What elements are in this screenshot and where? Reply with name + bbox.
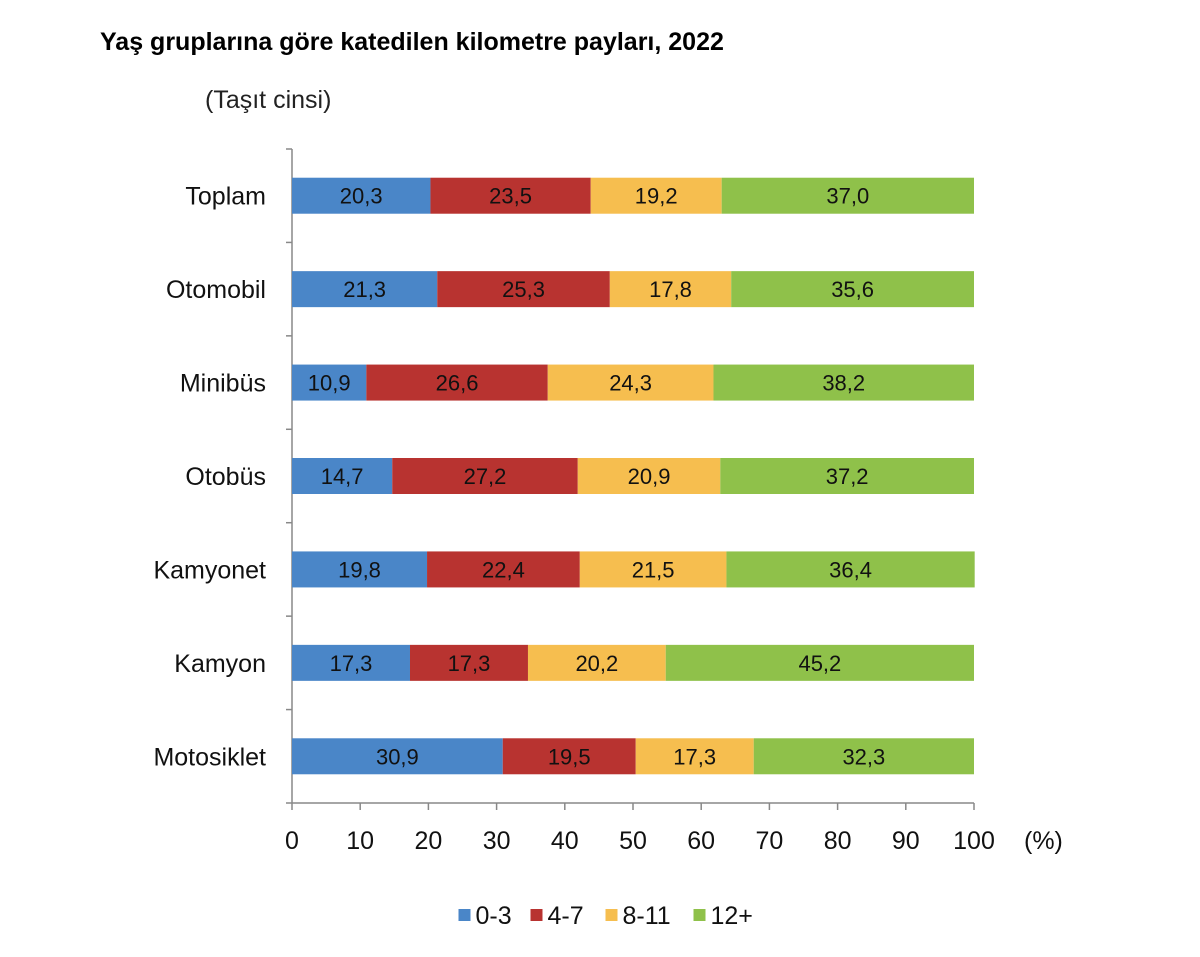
legend: 0-3 4-7 8-11 12+ (458, 902, 753, 930)
bar-kamyon-0-3 (292, 644, 410, 681)
bar-otobus-8-11 (577, 458, 721, 494)
bar-motosiklet-8-11 (635, 738, 754, 775)
category-label-minibus: Minibüs (180, 370, 266, 398)
data-label-otomobil-4-7: 25,3 (502, 277, 545, 302)
category-label-kamyon: Kamyon (174, 650, 266, 678)
x-axis-unit: (%) (1024, 827, 1063, 855)
bar-otomobil-8-11 (609, 271, 732, 308)
legend-label-0-3: 0-3 (476, 902, 512, 930)
x-tick-label: 50 (619, 827, 647, 855)
bars (292, 177, 975, 775)
data-label-motosiklet-8-11: 17,3 (673, 744, 716, 769)
bar-kamyonet-8-11 (579, 551, 727, 588)
x-tick-label: 60 (687, 827, 715, 855)
chart-title: Yaş gruplarına göre katedilen kilometre … (100, 28, 724, 56)
bar-otomobil-4-7 (437, 271, 610, 308)
axes: 0 10 20 30 40 50 60 70 80 90 100 (%) (285, 148, 1063, 855)
bar-toplam-8-11 (590, 177, 722, 214)
bar-motosiklet-12plus (753, 738, 974, 775)
data-label-kamyon-4-7: 17,3 (448, 651, 491, 676)
bar-kamyon-4-7 (409, 644, 528, 681)
data-label-minibus-8-11: 24,3 (609, 371, 652, 396)
labels: Toplam 20,3 23,5 19,2 37,0 Otomobil 21,3 25,3 17… (153, 183, 885, 772)
bar-otobus-4-7 (392, 458, 578, 494)
bar-motosiklet-0-3 (292, 738, 503, 775)
legend-swatch-0-3 (458, 909, 471, 921)
bar-minibus-0-3 (292, 364, 367, 401)
data-label-otobus-12plus: 37,2 (826, 464, 869, 489)
bar-minibus-4-7 (366, 364, 548, 401)
bar-kamyon-12plus (665, 644, 974, 681)
legend-label-8-11: 8-11 (623, 902, 671, 930)
x-tick-label: 40 (551, 827, 579, 855)
x-tick-label: 70 (755, 827, 783, 855)
data-label-minibus-12plus: 38,2 (822, 371, 865, 396)
bar-otobus-12plus (720, 458, 974, 494)
data-label-toplam-0-3: 20,3 (340, 184, 383, 209)
bar-kamyonet-12plus (726, 551, 975, 588)
data-label-motosiklet-0-3: 30,9 (376, 744, 419, 769)
data-label-toplam-12plus: 37,0 (826, 184, 869, 209)
bar-minibus-8-11 (547, 364, 714, 401)
category-label-motosiklet: Motosiklet (153, 743, 266, 771)
data-label-motosiklet-12plus: 32,3 (842, 744, 885, 769)
legend-label-4-7: 4-7 (548, 902, 584, 930)
chart-subtitle: (Taşıt cinsi) (205, 86, 332, 114)
bar-kamyonet-4-7 (427, 551, 580, 588)
bar-otomobil-12plus (731, 271, 974, 308)
data-label-kamyon-0-3: 17,3 (330, 651, 373, 676)
legend-label-12plus: 12+ (711, 902, 753, 930)
bar-otobus-0-3 (292, 458, 393, 494)
data-label-otomobil-0-3: 21,3 (343, 277, 386, 302)
legend-swatch-8-11 (605, 909, 618, 921)
x-tick-label: 80 (824, 827, 852, 855)
data-label-otomobil-8-11: 17,8 (649, 277, 692, 302)
category-label-otobus: Otobüs (185, 463, 266, 491)
bar-otomobil-0-3 (292, 271, 438, 308)
bar-kamyon-8-11 (527, 644, 666, 681)
data-label-otobus-4-7: 27,2 (464, 464, 507, 489)
data-label-minibus-4-7: 26,6 (436, 371, 479, 396)
category-label-kamyonet: Kamyonet (153, 556, 266, 584)
data-label-minibus-0-3: 10,9 (308, 371, 351, 396)
category-label-otomobil: Otomobil (166, 276, 266, 304)
x-tick-label: 100 (953, 827, 995, 855)
data-label-kamyonet-12plus: 36,4 (829, 557, 872, 582)
bar-kamyonet-0-3 (292, 551, 428, 588)
bar-motosiklet-4-7 (502, 738, 636, 775)
data-label-kamyonet-4-7: 22,4 (482, 557, 525, 582)
legend-swatch-4-7 (530, 909, 543, 921)
data-label-kamyonet-0-3: 19,8 (338, 557, 381, 582)
data-label-kamyonet-8-11: 21,5 (632, 557, 675, 582)
x-tick-label: 30 (483, 827, 511, 855)
bar-toplam-12plus (721, 177, 974, 214)
data-label-kamyon-12plus: 45,2 (798, 651, 841, 676)
bar-toplam-4-7 (430, 177, 591, 214)
category-label-toplam: Toplam (185, 183, 266, 211)
x-tick-label: 20 (414, 827, 442, 855)
data-label-otobus-8-11: 20,9 (628, 464, 671, 489)
x-tick-label: 90 (892, 827, 920, 855)
data-label-kamyon-8-11: 20,2 (575, 651, 618, 676)
data-label-toplam-4-7: 23,5 (489, 184, 532, 209)
bar-minibus-12plus (713, 364, 974, 401)
data-label-otobus-0-3: 14,7 (321, 464, 364, 489)
data-label-otomobil-12plus: 35,6 (831, 277, 874, 302)
bar-toplam-0-3 (292, 177, 431, 214)
data-label-toplam-8-11: 19,2 (635, 184, 678, 209)
x-tick-label: 0 (285, 827, 299, 855)
x-tick-label: 10 (346, 827, 374, 855)
data-label-motosiklet-4-7: 19,5 (548, 744, 591, 769)
legend-swatch-12plus (693, 909, 706, 921)
